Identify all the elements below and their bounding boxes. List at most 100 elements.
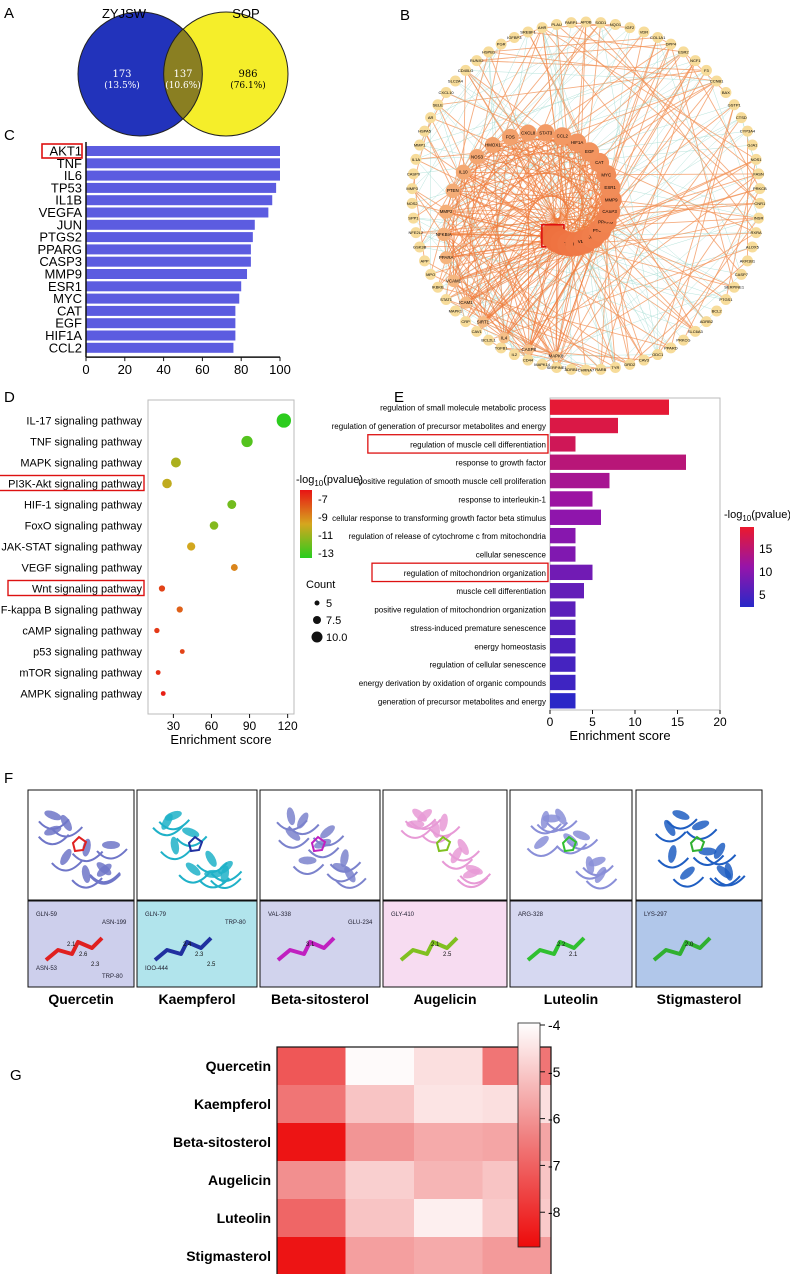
protein-coil bbox=[51, 826, 84, 838]
network-hub-node-circle bbox=[439, 204, 454, 219]
network-outer-node-label: ADRB2 bbox=[700, 319, 714, 324]
network-edge bbox=[492, 144, 612, 201]
network-outer-node: SPP1 bbox=[407, 212, 419, 224]
network-edge bbox=[615, 217, 759, 368]
network-outer-node-label: SREBF1 bbox=[520, 29, 536, 34]
network-outer-node: SERPINE1 bbox=[547, 361, 567, 373]
network-hub-node-label: ESR1 bbox=[604, 185, 616, 190]
panel-f-docking: GLN-59ASN-199ASN-53TRP-802.12.62.3Querce… bbox=[27, 789, 763, 1007]
heatmap-cell bbox=[414, 1237, 483, 1274]
network-outer-node: NOS1 bbox=[750, 153, 762, 165]
network-outer-node-label: AR bbox=[428, 115, 434, 120]
network-outer-node: PARP1 bbox=[565, 17, 578, 29]
ligand-shape bbox=[187, 835, 204, 853]
distance-label: 2.4 bbox=[183, 942, 192, 948]
network-outer-node-label: SERPINE1 bbox=[724, 285, 745, 290]
network-outer-node: BCL2L1 bbox=[481, 334, 497, 346]
network-outer-node: MMP3 bbox=[406, 183, 419, 195]
venn-left-label: ZYJSW bbox=[102, 6, 147, 21]
bar-c-tick-label: 100 bbox=[269, 362, 291, 377]
network-outer-node: GSK3B bbox=[413, 241, 427, 253]
network-outer-node-label: PGR bbox=[497, 42, 506, 47]
network-edge bbox=[453, 151, 590, 282]
network-edge bbox=[445, 257, 505, 339]
network-outer-node-circle bbox=[753, 168, 765, 180]
network-outer-node-label: CTSD bbox=[736, 115, 747, 120]
network-edge bbox=[610, 199, 707, 322]
protein-helix bbox=[439, 813, 448, 832]
network-outer-node-label: CCNB1 bbox=[710, 79, 724, 84]
panel-c-bar-chart: AKT1TNFIL6TP53IL1BVEGFAJUNPTGS2PPARGCASP… bbox=[37, 142, 291, 377]
bar-c-label: IL1B bbox=[55, 193, 82, 208]
heatmap-cell bbox=[345, 1047, 414, 1085]
network-outer-node-label: IL1A bbox=[412, 157, 421, 162]
docking-panel-quercetin: GLN-59 ASN-199 ASN-53 TRP-80 2.12.62.3 Querce… bbox=[27, 789, 135, 1007]
network-outer-node: RUNX2 bbox=[470, 55, 484, 67]
protein-coil bbox=[459, 873, 492, 885]
docking-pocket-frame bbox=[382, 900, 508, 988]
network-hub-node-label: EGF bbox=[585, 149, 594, 154]
network-edge bbox=[683, 51, 761, 189]
network-outer-node: VDR bbox=[638, 26, 650, 38]
go-bar bbox=[550, 656, 576, 672]
network-edge bbox=[430, 273, 631, 365]
go-bar bbox=[550, 674, 576, 691]
network-outer-node: PRKCG bbox=[676, 334, 691, 346]
network-outer-node-circle bbox=[425, 268, 437, 280]
protein-coil bbox=[335, 877, 367, 889]
protein-coil bbox=[672, 876, 705, 888]
network-hub-node-label: HMOX1 bbox=[485, 142, 501, 147]
panel-label-d: D bbox=[4, 389, 15, 406]
network-edge bbox=[443, 234, 557, 357]
network-edge bbox=[445, 299, 484, 323]
network-hub-node-label: VCAM1 bbox=[446, 278, 462, 283]
bar-c-label: TP53 bbox=[51, 180, 82, 195]
go-bar bbox=[550, 417, 618, 434]
network-edge bbox=[443, 234, 484, 323]
network-outer-node-label: SELE bbox=[433, 102, 444, 107]
go-x-title: Enrichment score bbox=[569, 728, 670, 743]
residue-label: VAL-338 bbox=[268, 912, 292, 918]
protein-helix bbox=[465, 864, 483, 875]
network-outer-node-circle bbox=[728, 281, 740, 293]
network-outer-node-label: BCL2L1 bbox=[481, 338, 496, 343]
network-outer-node-circle bbox=[689, 55, 701, 67]
network-outer-node-label: ESR2 bbox=[678, 49, 689, 54]
protein-coil bbox=[51, 860, 83, 872]
network-edge bbox=[657, 217, 759, 355]
network-outer-node: TGFB1 bbox=[495, 342, 509, 354]
network-outer-node-label: MMP3 bbox=[406, 186, 418, 191]
bar-c-label: ESR1 bbox=[48, 279, 82, 294]
protein-coil bbox=[704, 854, 737, 866]
network-outer-node-circle bbox=[508, 31, 520, 43]
protein-coil bbox=[448, 850, 480, 862]
network-outer-node-label: TGFB1 bbox=[495, 345, 509, 350]
bubble-color-legend-title: -log10(pvalue) bbox=[296, 474, 363, 488]
go-color-tick: 10 bbox=[759, 565, 773, 579]
network-outer-node: CCNB1 bbox=[710, 75, 724, 87]
protein-helix bbox=[563, 833, 578, 847]
docking-pocket-frame bbox=[259, 900, 381, 988]
network-outer-node: PLAU bbox=[551, 19, 563, 31]
docking-panel-kaempferol: GLN-79 TRP-80 IOO-444 2.42.32.5 Kaempferol bbox=[136, 789, 258, 1007]
protein-helix bbox=[81, 865, 91, 883]
protein-coil bbox=[158, 819, 191, 831]
network-edge bbox=[555, 162, 600, 357]
network-outer-node: STAT1 bbox=[440, 293, 453, 305]
protein-coil bbox=[178, 872, 210, 884]
network-edge bbox=[576, 142, 616, 368]
network-hub-node-circle bbox=[536, 124, 555, 142]
network-outer-node-label: RARB bbox=[595, 367, 606, 372]
network-edge bbox=[683, 188, 761, 341]
network-outer-node: ESR2 bbox=[677, 46, 689, 58]
network-outer-node: TYR bbox=[609, 361, 621, 373]
protein-helix bbox=[534, 835, 549, 849]
panel-d-bubble-chart: IL-17 signaling pathway TNF signaling pat… bbox=[0, 399, 363, 747]
network-outer-node: IL1A bbox=[410, 153, 422, 165]
go-row-label: positive regulation of smooth muscle cel… bbox=[358, 477, 546, 486]
protein-coil bbox=[71, 850, 104, 863]
heatmap-cell bbox=[482, 1161, 551, 1199]
network-outer-node-circle bbox=[471, 325, 483, 337]
network-hub-node-label: NOS3 bbox=[471, 154, 484, 159]
